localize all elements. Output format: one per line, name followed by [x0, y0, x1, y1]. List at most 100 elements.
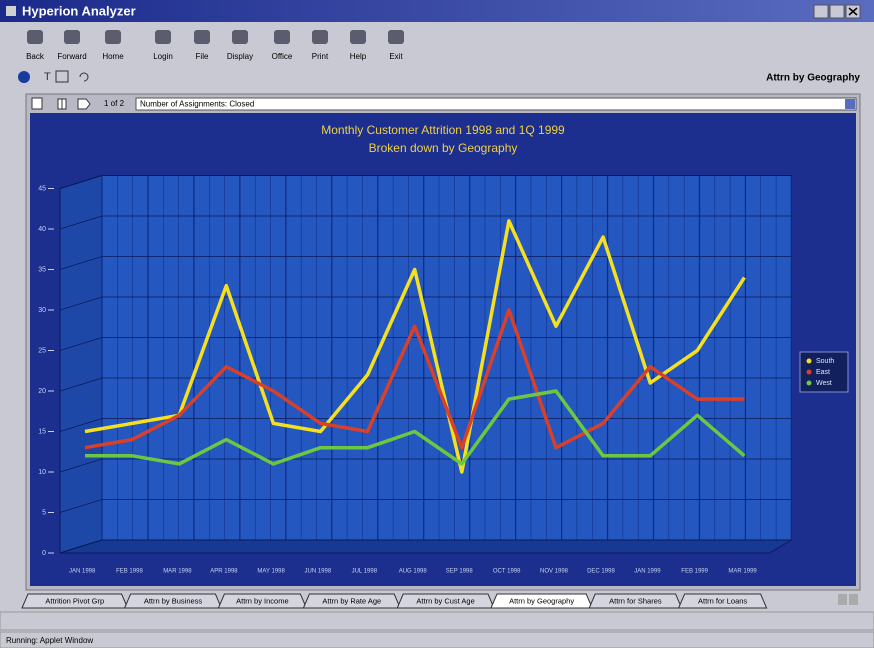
button-icon — [27, 30, 43, 44]
window-title: Hyperion Analyzer — [22, 3, 136, 18]
tab-shape — [490, 593, 593, 609]
legend-swatch — [806, 380, 812, 386]
grid-line — [59, 377, 792, 392]
tab[interactable]: Attrn by Business — [123, 593, 223, 609]
x-tick-label: NOV 1998 — [540, 569, 569, 575]
x-tick-label: SEP 1998 — [446, 569, 474, 575]
y-tick-label: 45 — [38, 185, 46, 192]
tab[interactable]: Attrn for Loans — [677, 593, 768, 609]
y-tick-label: 10 — [38, 469, 46, 476]
legend-label: South — [816, 358, 834, 365]
selector-box[interactable] — [135, 97, 857, 111]
button-label: Help — [350, 52, 367, 61]
tab[interactable]: Attrn by Geography — [490, 593, 593, 609]
chart-title: Monthly Customer Attrition 1998 and 1Q 1… — [321, 123, 565, 137]
x-tick-label: MAR 1998 — [163, 569, 192, 575]
tab-bar: Attrition Pivot Grp Attrn by Business Attr… — [21, 593, 768, 609]
grid-line — [59, 458, 792, 473]
toolbar-button[interactable]: File — [194, 30, 210, 61]
grid-line — [59, 337, 792, 351]
x-tick-label: JUL 1998 — [352, 569, 378, 575]
tab-label: Attrn by Rate Age — [322, 596, 381, 605]
next-page[interactable] — [77, 98, 91, 110]
x-tick-label: MAR 1999 — [728, 569, 757, 575]
legend-label: East — [816, 369, 830, 376]
button-icon — [274, 30, 290, 44]
app-icon — [6, 6, 16, 16]
grid-line — [59, 215, 792, 230]
button-icon — [155, 30, 171, 44]
tab-shape — [302, 593, 401, 609]
tab[interactable]: Attrn for Shares — [588, 593, 683, 609]
selector-text: Number of Assignments: Closed — [140, 100, 254, 109]
toolbar-button[interactable]: Print — [312, 30, 329, 61]
tab-scroll-left[interactable] — [838, 594, 847, 605]
tab[interactable]: Attrn by Income — [217, 593, 308, 609]
toolbar-button[interactable]: Forward — [57, 30, 87, 61]
x-tick-label: APR 1998 — [210, 569, 238, 575]
toolbar-button[interactable]: Exit — [388, 30, 404, 61]
legend-swatch — [806, 369, 812, 375]
toolbar-button[interactable]: Display — [227, 30, 253, 61]
tab[interactable]: Attrn by Cust Age — [396, 593, 495, 609]
chart: Monthly Customer Attrition 1998 and 1Q 1… — [38, 123, 849, 575]
y-tick-label: 40 — [38, 226, 46, 233]
button-label: Print — [312, 52, 329, 61]
toolbar-button[interactable]: Office — [272, 30, 293, 61]
y-tick-label: 25 — [38, 347, 46, 354]
tab-shape — [21, 593, 129, 609]
button-label: Display — [227, 52, 253, 61]
info-button[interactable] — [18, 71, 30, 83]
tab[interactable]: Attrn by Rate Age — [302, 593, 401, 609]
toolbar-button[interactable]: Login — [153, 30, 173, 61]
selector-dropdown[interactable] — [845, 99, 855, 109]
undo-tool[interactable] — [79, 72, 89, 82]
tab-shape — [677, 593, 768, 609]
x-tick-label: FEB 1998 — [116, 569, 143, 575]
maximize-button[interactable] — [829, 4, 845, 19]
button-label: File — [196, 52, 209, 61]
tab-label: Attrn by Business — [144, 596, 203, 605]
grid-line — [59, 539, 792, 554]
button-icon — [194, 30, 210, 44]
text-tool[interactable]: T — [44, 71, 51, 83]
frame-tool[interactable] — [55, 70, 69, 83]
y-tick-label: 5 — [42, 509, 46, 516]
y-tick-label: 30 — [38, 307, 46, 314]
button-label: Login — [153, 52, 173, 61]
x-tick-label: JAN 1998 — [69, 569, 96, 575]
tab-shape — [123, 593, 223, 609]
tab[interactable]: Attrition Pivot Grp — [21, 593, 129, 609]
grid-line — [59, 296, 792, 311]
legend-label: West — [816, 380, 832, 387]
toolbar-button[interactable]: Back — [26, 30, 45, 61]
prev-page[interactable] — [57, 98, 67, 110]
window-controls — [813, 4, 861, 19]
series-line — [85, 389, 746, 466]
page-indicator: 1 of 2 — [104, 99, 125, 108]
x-tick-label: MAY 1998 — [257, 569, 285, 575]
x-tick-label: DEC 1998 — [587, 569, 615, 575]
button-icon — [105, 30, 121, 44]
x-tick-label: JAN 1999 — [634, 569, 661, 575]
tab-shape — [588, 593, 683, 609]
button-label: Forward — [57, 52, 86, 61]
small-toolbar: T — [18, 70, 89, 83]
toolbar-button[interactable]: Help — [350, 30, 367, 61]
floor — [59, 539, 794, 554]
button-label: Home — [102, 52, 124, 61]
toolbar-button[interactable]: Home — [102, 30, 124, 61]
y-tick-label: 0 — [42, 550, 46, 557]
y-tick-label: 15 — [38, 428, 46, 435]
button-icon — [232, 30, 248, 44]
button-icon — [64, 30, 80, 44]
grid-line — [59, 418, 792, 432]
tab-scroll-right[interactable] — [849, 594, 858, 605]
minimize-button[interactable] — [813, 4, 829, 19]
chart-subtitle: Broken down by Geography — [369, 141, 518, 155]
tab-label: Attrn by Geography — [509, 596, 574, 605]
series-line — [84, 308, 745, 450]
x-tick-label: OCT 1998 — [493, 569, 521, 575]
page-icon[interactable] — [31, 97, 43, 110]
